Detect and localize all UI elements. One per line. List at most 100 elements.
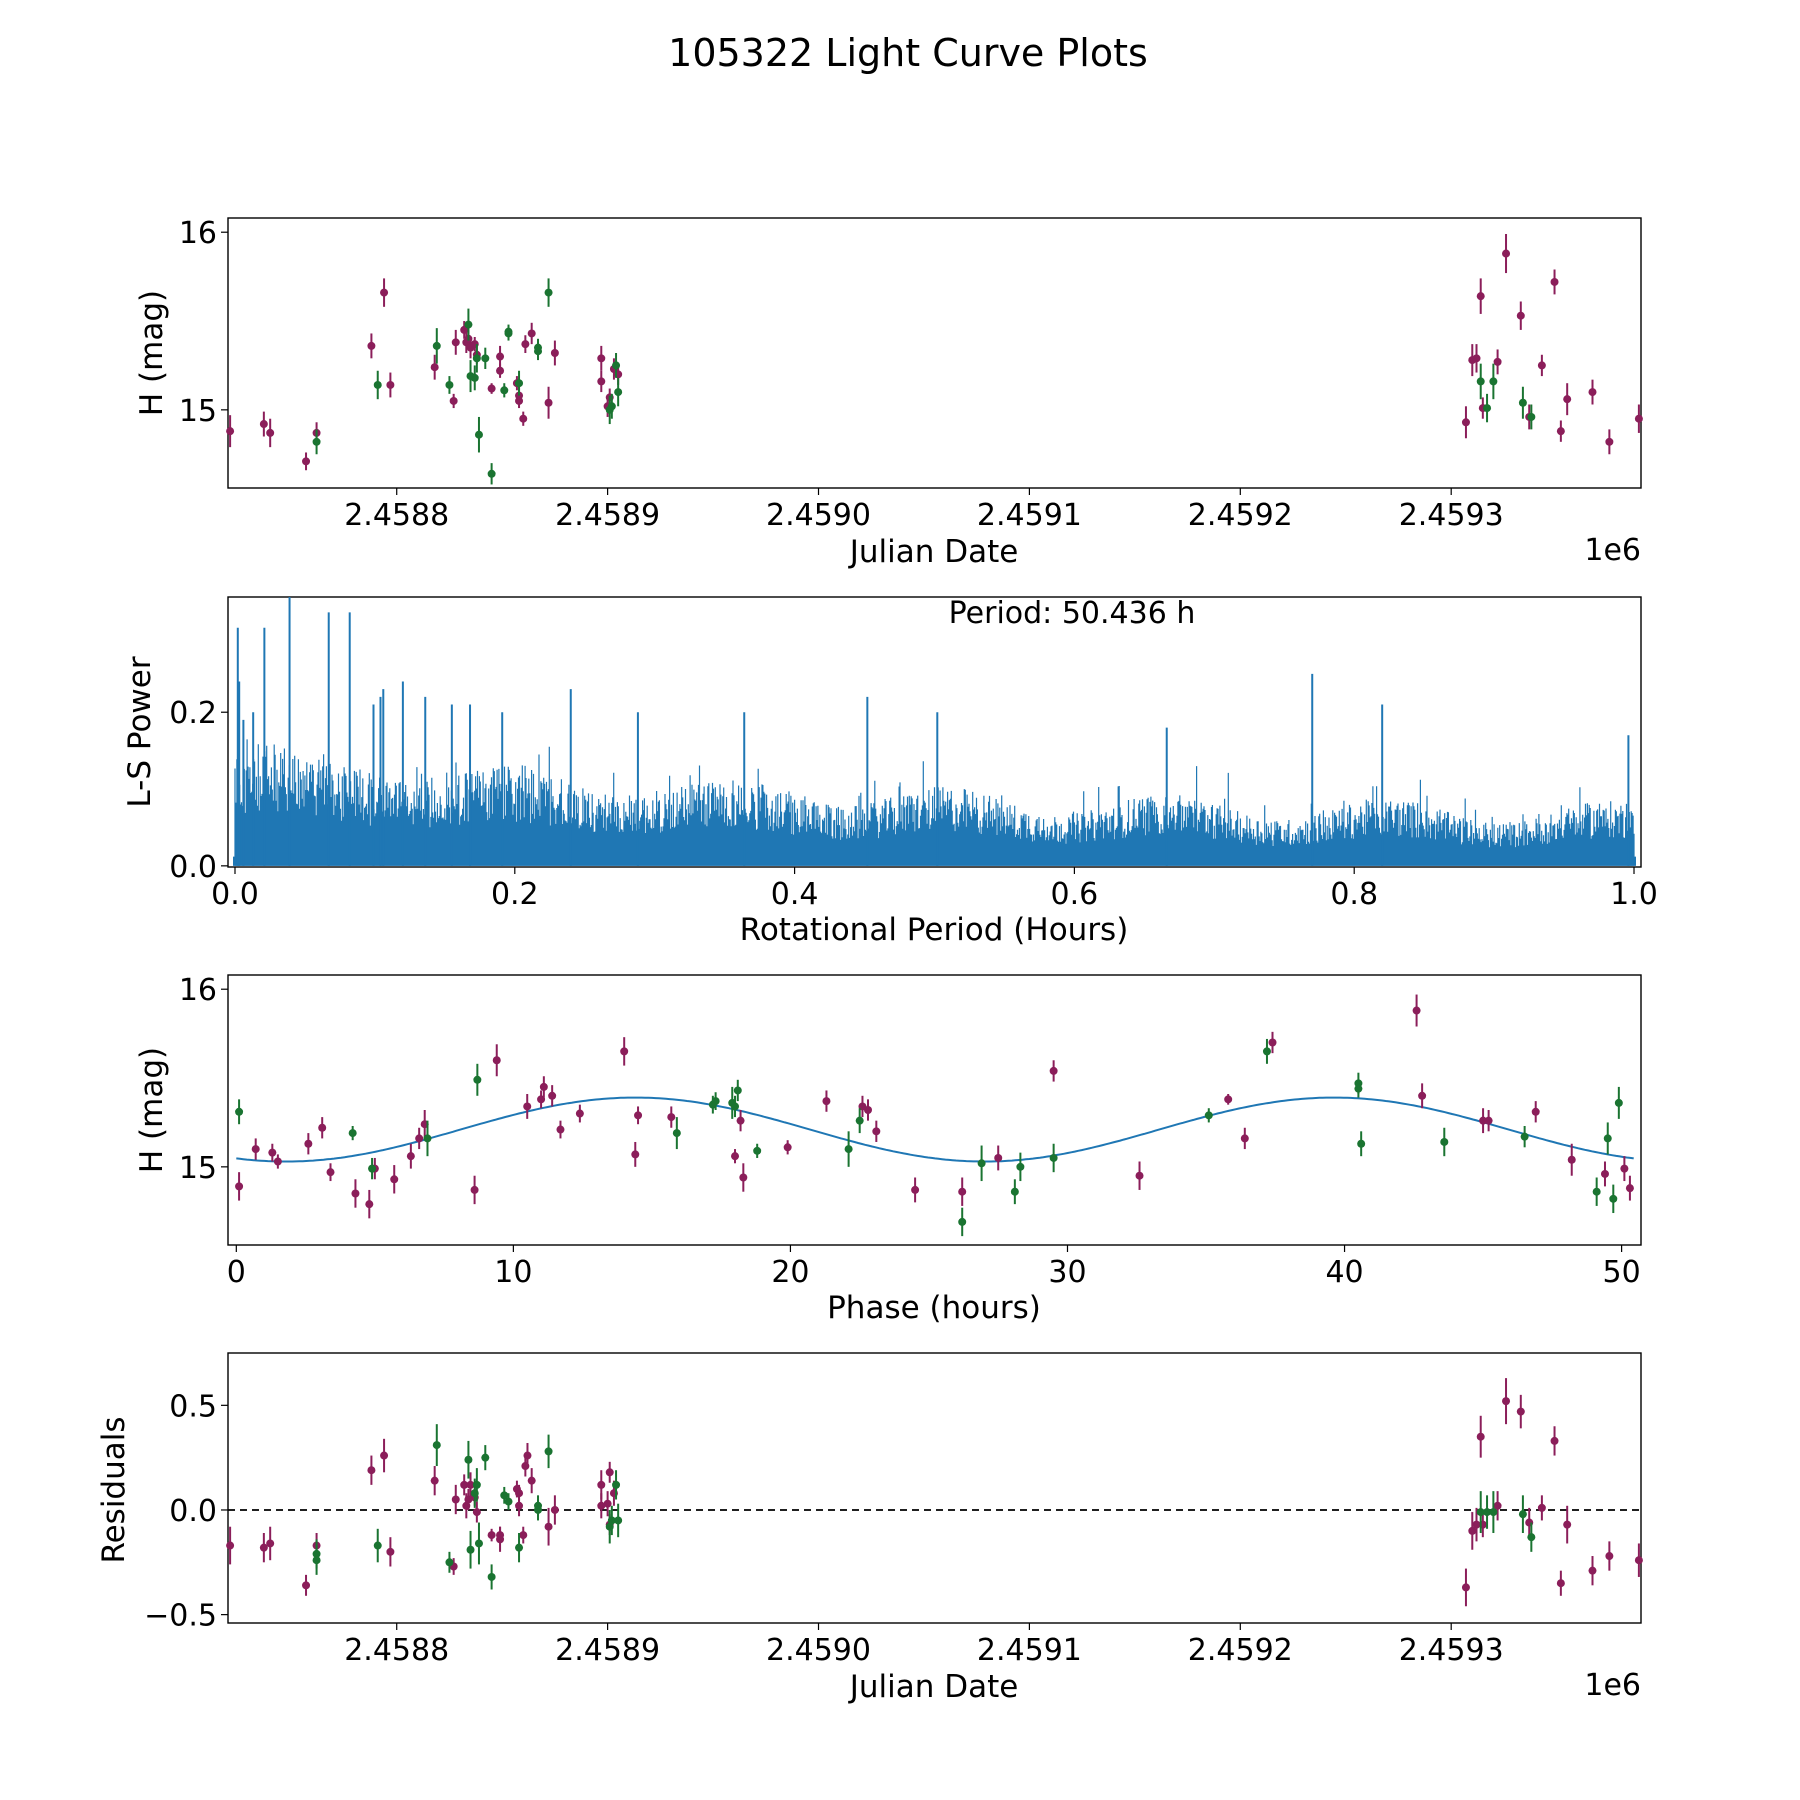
phased-curve-ticks: 0 10 20 30 40 50 15 16 <box>179 973 1641 1290</box>
phased-curve-point <box>731 1102 740 1111</box>
residuals-point <box>466 1545 475 1554</box>
residuals-point <box>544 1447 553 1456</box>
periodogram-xtick-label: 0.0 <box>211 877 259 912</box>
residuals-point <box>373 1541 382 1550</box>
residuals-point <box>1537 1503 1546 1512</box>
light-curve-point <box>464 320 473 329</box>
figure-title: 105322 Light Curve Plots <box>668 31 1148 75</box>
phased-curve-point <box>1204 1111 1213 1120</box>
light-curve-point <box>386 380 395 389</box>
phased-curve-point <box>731 1152 740 1161</box>
phased-curve-point <box>855 1116 864 1125</box>
residuals-point <box>487 1531 496 1540</box>
light-curve-point <box>1476 377 1485 386</box>
phased-curve-point <box>864 1106 873 1114</box>
light-curve-point <box>487 469 496 478</box>
residuals-point <box>464 1455 473 1464</box>
residuals-panel: 2.4588 2.4589 2.4590 2.4591 2.4592 2.4593 −0.5… <box>96 1352 1643 1705</box>
phased-curve-point <box>423 1134 432 1143</box>
light-curve-point <box>1472 354 1481 363</box>
residuals-xtick-label: 2.4592 <box>1188 1633 1293 1668</box>
light-curve-point <box>1493 357 1502 366</box>
phased-curve-point <box>365 1200 374 1209</box>
residuals-point <box>515 1489 524 1498</box>
residuals-xtick-label: 2.4589 <box>555 1633 660 1668</box>
residuals-point <box>460 1480 469 1489</box>
light-curve-point <box>519 414 528 423</box>
light-curve-offset-label: 1e6 <box>1584 533 1641 568</box>
phased-curve-point <box>844 1145 853 1154</box>
residuals-point <box>386 1547 395 1556</box>
residuals-ticks: 2.4588 2.4589 2.4590 2.4591 2.4592 2.4593 −0.5… <box>144 1389 1504 1668</box>
light-curve-point <box>496 366 505 375</box>
residuals-point <box>612 1480 621 1489</box>
light-curve-point <box>302 457 311 466</box>
phased-curve-point <box>958 1217 967 1226</box>
phased-curve-point <box>822 1097 831 1106</box>
residuals-point <box>519 1531 528 1540</box>
residuals-point <box>515 1501 524 1510</box>
phased-curve-point <box>1614 1098 1623 1107</box>
light-curve-point <box>496 352 505 361</box>
phased-curve-point <box>1484 1116 1493 1125</box>
light-curve-ytick-label: 15 <box>179 394 217 429</box>
phased-curve-point <box>390 1175 399 1184</box>
periodogram-frame <box>227 596 1642 868</box>
phased-curve-point <box>1625 1184 1634 1193</box>
residuals-point <box>367 1466 376 1475</box>
residuals-point <box>487 1572 496 1581</box>
phased-curve-point <box>783 1143 792 1152</box>
light-curve-point <box>259 420 268 429</box>
residuals-point <box>527 1476 536 1485</box>
phased-curve-point <box>958 1187 967 1196</box>
light-curve-xtick-label: 2.4589 <box>555 498 660 533</box>
periodogram-xtick-label: 0.8 <box>1330 877 1378 912</box>
phased-curve-point <box>1479 1116 1488 1125</box>
phased-curve-point <box>1567 1155 1576 1164</box>
periodogram-ylabel: L-S Power <box>122 656 158 807</box>
phased-curve-point <box>1531 1107 1540 1116</box>
phased-curve-point <box>1412 1006 1421 1015</box>
phased-curve-point <box>1016 1162 1025 1171</box>
phased-curve-point <box>872 1127 881 1136</box>
residuals-point <box>226 1541 235 1550</box>
residuals-point <box>1502 1397 1511 1406</box>
residuals-point <box>605 1468 614 1477</box>
light-curve-xtick-label: 2.4592 <box>1188 498 1293 533</box>
light-curve-point <box>430 363 439 372</box>
light-curve-point <box>312 437 321 446</box>
phased-curve-point <box>556 1125 565 1134</box>
light-curve-panel: 2.4588 2.4589 2.4590 2.4591 2.4592 2.4593 15 16… <box>134 216 1643 570</box>
phased-curve-point <box>268 1148 277 1157</box>
phased-curve-point <box>548 1091 557 1100</box>
light-curve-point <box>614 388 623 397</box>
residuals-ytick-label: 0.0 <box>169 1494 217 1529</box>
light-curve-point <box>1605 437 1614 446</box>
phased-curve-point <box>523 1102 532 1111</box>
phased-curve-point <box>348 1129 357 1138</box>
light-curve-point <box>597 354 606 363</box>
residuals-xtick-label: 2.4591 <box>977 1633 1082 1668</box>
phased-curve-point <box>1609 1194 1618 1203</box>
residuals-point <box>380 1451 389 1460</box>
residuals-point <box>472 1480 481 1489</box>
light-curve-point <box>266 428 275 437</box>
phased-curve-point <box>1357 1139 1366 1148</box>
light-curve-point <box>449 396 458 405</box>
residuals-point <box>1493 1501 1502 1510</box>
phased-curve-point <box>406 1152 415 1161</box>
periodogram-marks <box>233 597 1636 866</box>
phased-curve-point <box>1224 1095 1233 1104</box>
residuals-point <box>432 1441 441 1450</box>
light-curve-point <box>226 427 235 436</box>
residuals-point <box>1476 1432 1485 1441</box>
residuals-point <box>1550 1436 1559 1445</box>
light-curve-point <box>550 349 559 357</box>
residuals-point <box>515 1543 524 1552</box>
residuals-point <box>1489 1508 1498 1517</box>
residuals-point <box>597 1480 606 1489</box>
phased-curve-point <box>318 1123 327 1132</box>
residuals-point <box>1472 1520 1481 1529</box>
periodogram-xtick-label: 0.4 <box>771 877 819 912</box>
light-curve-point <box>474 430 483 439</box>
